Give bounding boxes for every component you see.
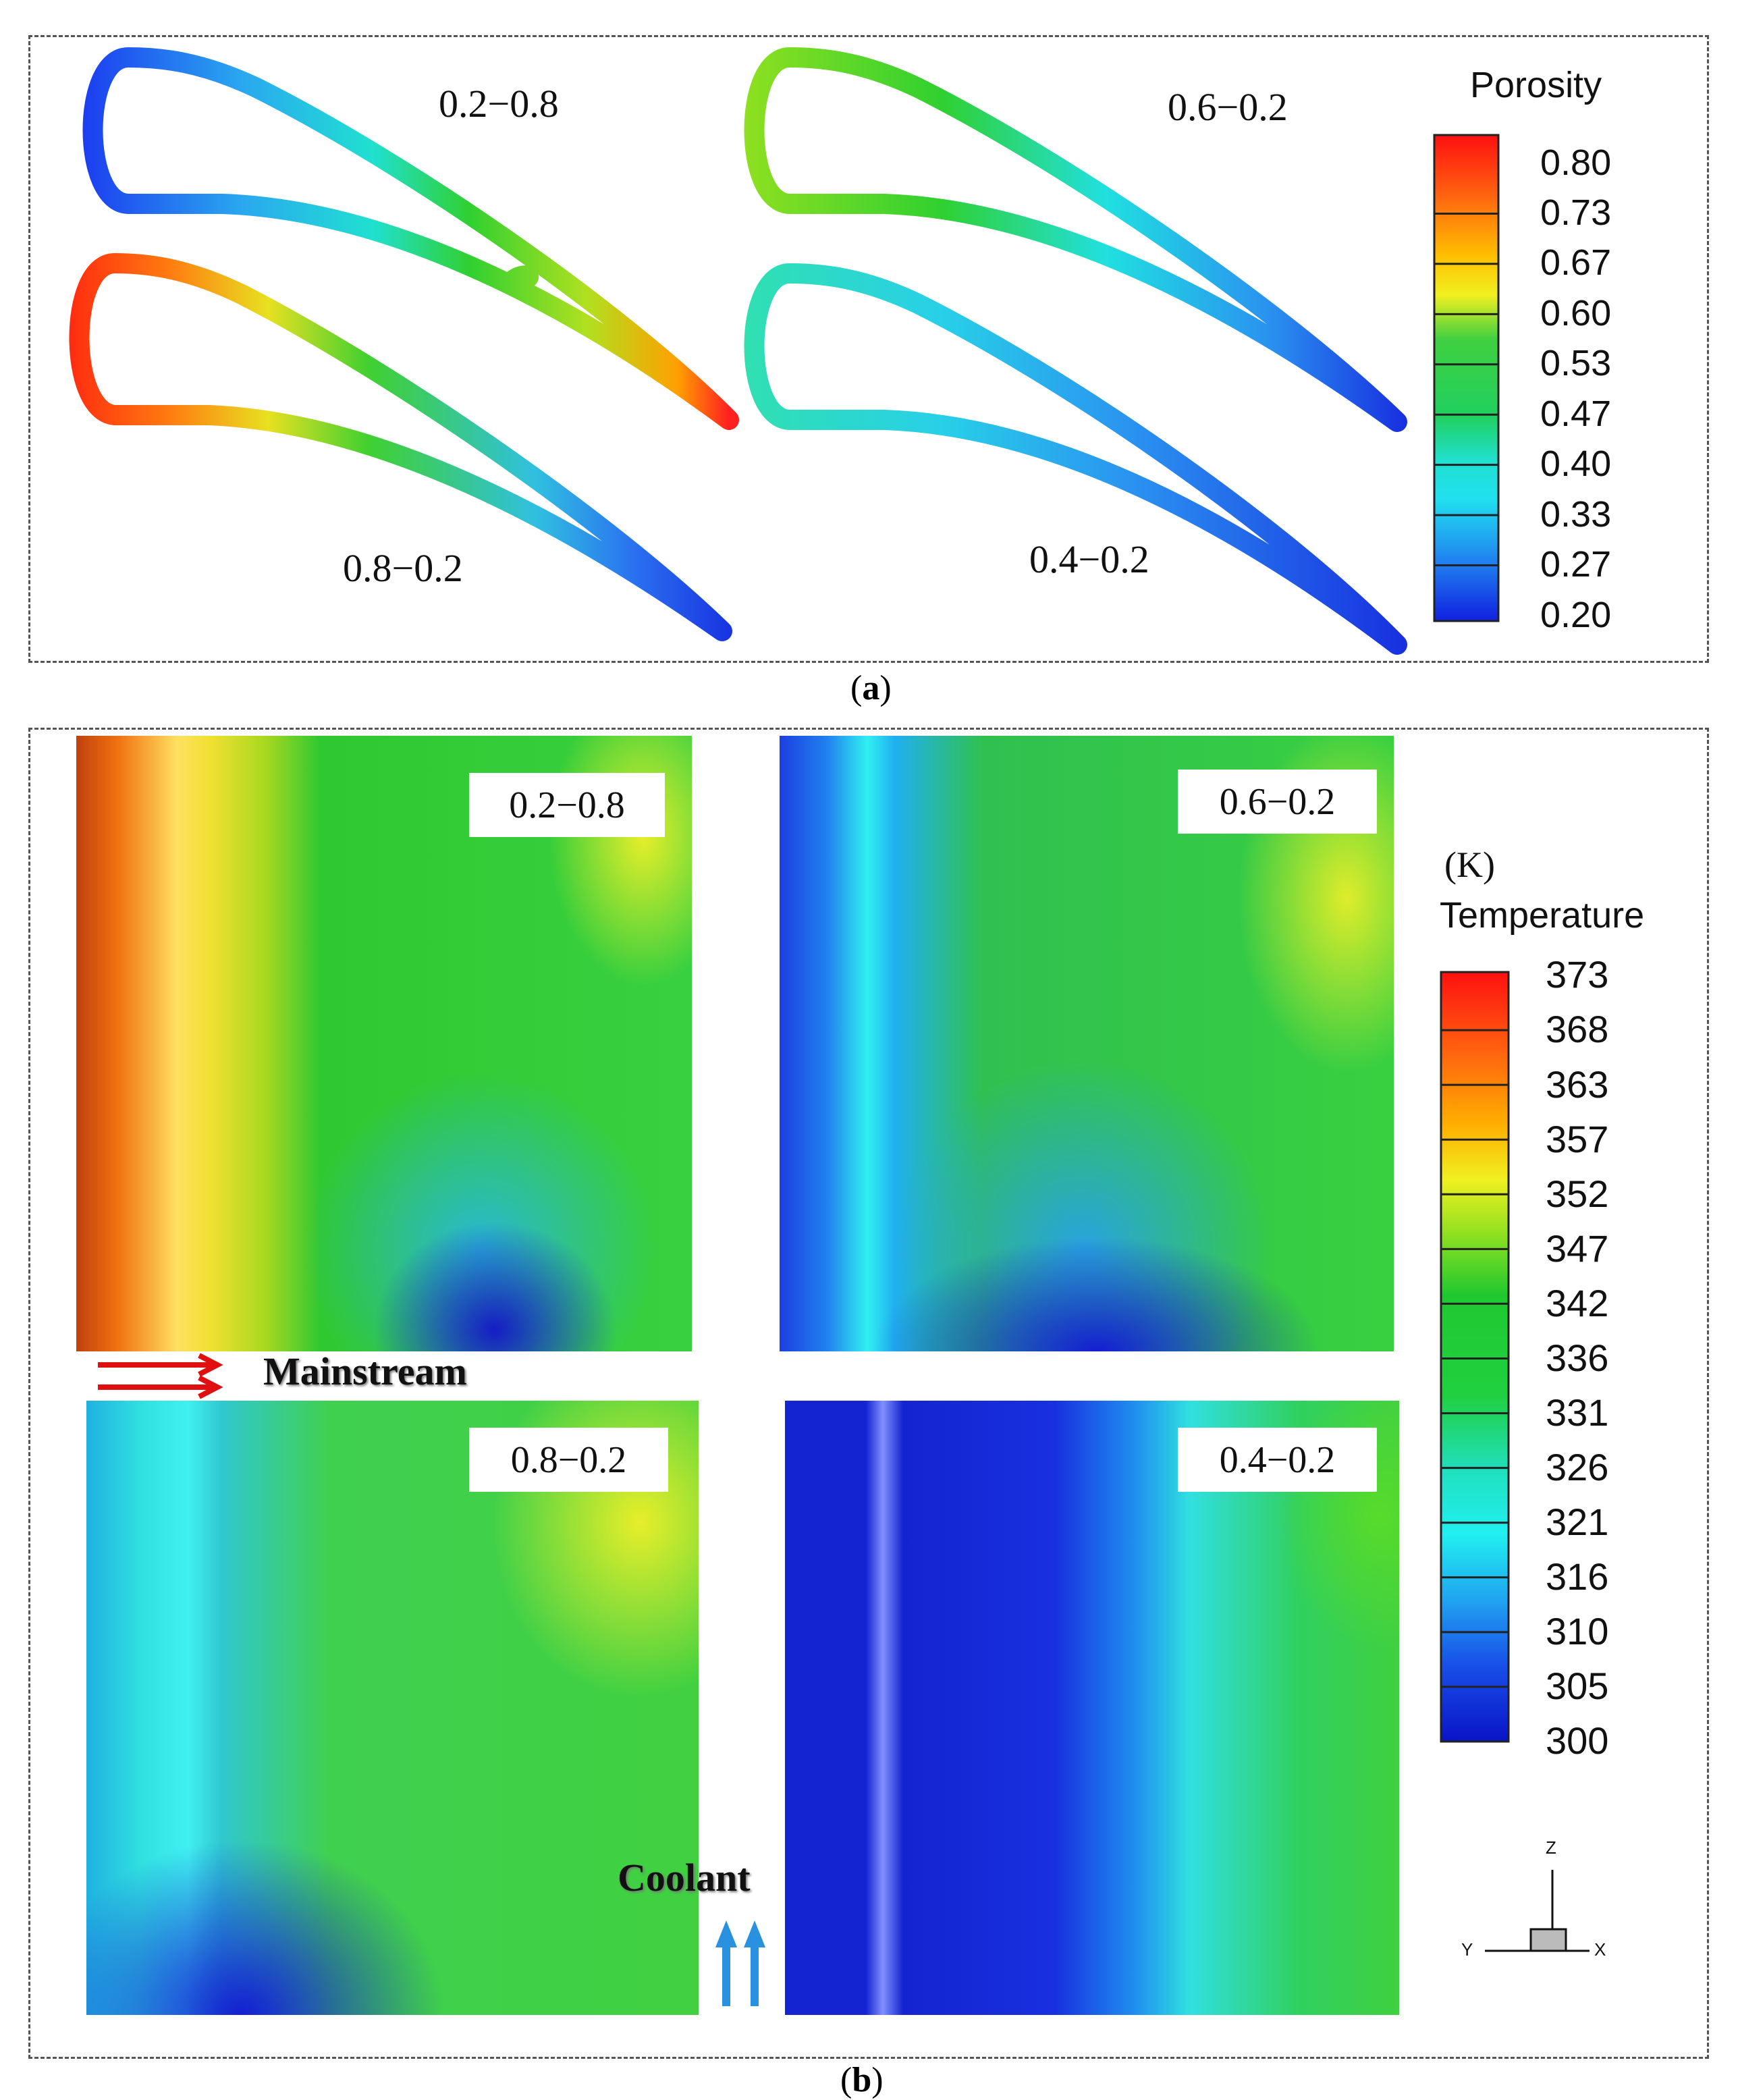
colorbar-tick-label: 0.20 (1540, 594, 1612, 635)
colorbar-tick-label: 321 (1546, 1501, 1609, 1544)
porosity-legend-title: Porosity (1470, 65, 1602, 105)
colorbar-tick-label: 326 (1546, 1446, 1609, 1489)
colorbar-tick-label: 0.27 (1540, 544, 1612, 585)
case-label: 0.2−0.8 (439, 82, 559, 126)
case-label: 0.6−0.2 (1168, 85, 1288, 129)
mainstream-label: Mainstream (263, 1349, 467, 1393)
porosity-colorbar (1433, 134, 1500, 622)
heatmap-0208 (76, 736, 692, 1351)
case-label: 0.8−0.2 (469, 1428, 668, 1492)
axis-z-label: Z (1546, 1837, 1556, 1858)
case-label: 0.4−0.2 (1029, 537, 1149, 581)
airfoil-0802 (69, 253, 732, 641)
panel-a-frame (28, 35, 1709, 663)
colorbar-tick-label: 0.40 (1540, 443, 1612, 485)
case-label: 0.8−0.2 (343, 546, 463, 590)
panel-b-frame (28, 728, 1709, 2059)
airfoil-0602 (744, 47, 1407, 432)
temperature-unit: (K) (1444, 844, 1495, 885)
axis-x-label: X (1594, 1939, 1606, 1960)
heatmap-0802 (86, 1401, 699, 2015)
temperature-colorbar (1440, 971, 1510, 1743)
case-label: 0.2−0.8 (469, 773, 665, 837)
colorbar-tick-label: 363 (1546, 1062, 1609, 1106)
panel-a-airfoils (69, 47, 1500, 655)
panel-b-caption: (b) (840, 2061, 884, 2099)
colorbar-tick-label: 300 (1546, 1719, 1609, 1762)
coolant-label: Coolant (618, 1856, 751, 1900)
colorbar-tick-label: 357 (1546, 1117, 1609, 1160)
colorbar-tick-label: 342 (1546, 1281, 1609, 1324)
colorbar-tick-label: 0.73 (1540, 192, 1612, 234)
colorbar-tick-label: 352 (1546, 1172, 1609, 1215)
colorbar-tick-label: 305 (1546, 1665, 1609, 1708)
colorbar-tick-label: 368 (1546, 1008, 1609, 1051)
colorbar-tick-label: 0.53 (1540, 343, 1612, 384)
airfoil-0208 (82, 47, 739, 430)
colorbar-tick-label: 373 (1546, 953, 1609, 996)
heatmap-0602 (780, 736, 1394, 1351)
case-label: 0.6−0.2 (1178, 770, 1377, 834)
panel-a-caption: (a) (850, 669, 892, 707)
colorbar-tick-label: 0.67 (1540, 242, 1612, 284)
colorbar-tick-label: 316 (1546, 1555, 1609, 1598)
colorbar-tick-label: 310 (1546, 1610, 1609, 1653)
case-label: 0.4−0.2 (1178, 1428, 1377, 1492)
axis-y-label: Y (1461, 1939, 1473, 1960)
colorbar-tick-label: 331 (1546, 1391, 1609, 1434)
colorbar-tick-label: 0.60 (1540, 292, 1612, 333)
colorbar-tick-label: 336 (1546, 1336, 1609, 1379)
colorbar-tick-label: 0.33 (1540, 493, 1612, 535)
heatmap-0402 (785, 1401, 1399, 2015)
axis-triad-icon (1485, 1870, 1590, 1952)
colorbar-tick-label: 0.47 (1540, 393, 1612, 434)
airfoil-0402 (744, 263, 1407, 655)
temperature-legend-title: Temperature (1440, 895, 1645, 936)
coolant-arrow-icon (715, 1920, 765, 2006)
colorbar-tick-label: 347 (1546, 1227, 1609, 1270)
mainstream-arrow-icon (98, 1353, 223, 1399)
colorbar-tick-label: 0.80 (1540, 142, 1612, 183)
